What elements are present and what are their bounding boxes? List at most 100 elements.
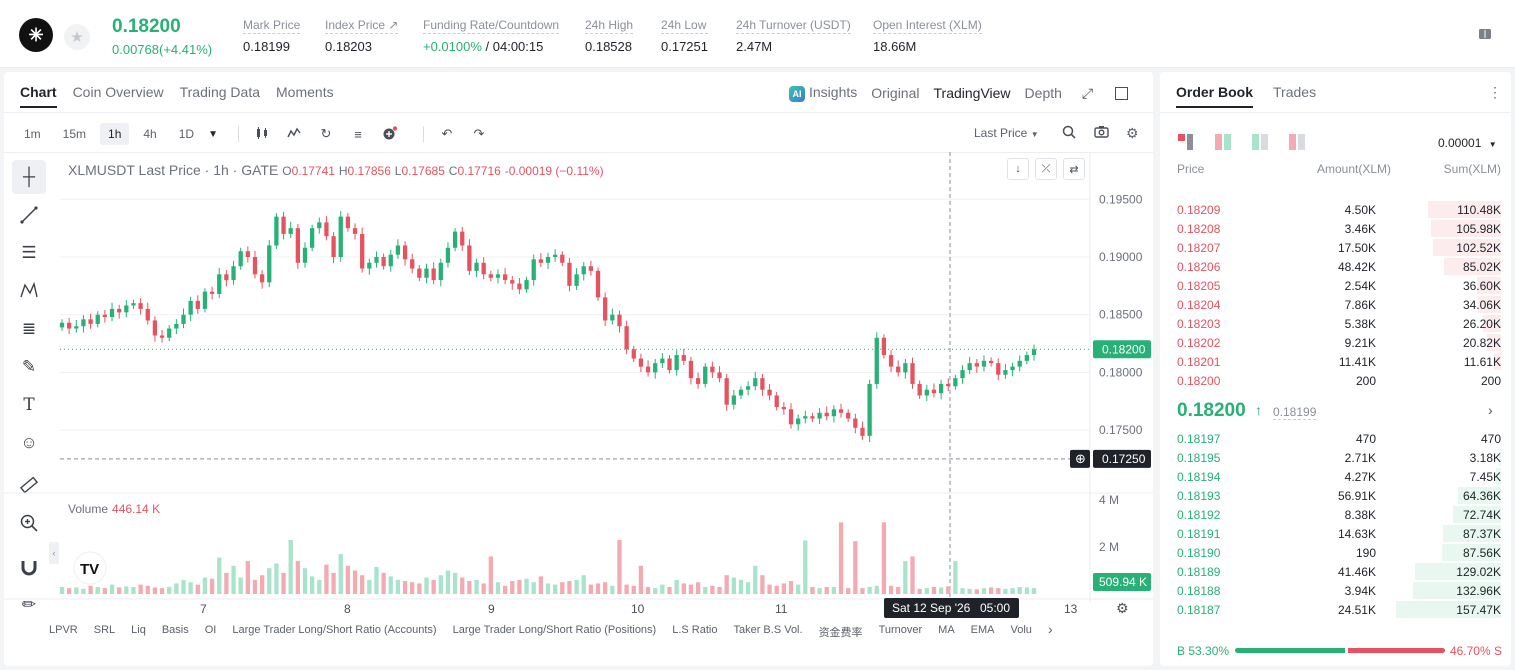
pattern-icon[interactable]	[12, 274, 46, 308]
arrow-down-icon[interactable]: ↓	[1007, 158, 1029, 180]
trend-line-icon[interactable]	[12, 198, 46, 232]
indicators-icon[interactable]	[283, 126, 305, 143]
collapse-toolbar-icon[interactable]: ‹	[49, 542, 59, 564]
indicator-toggle[interactable]: SRL	[93, 624, 116, 636]
ask-row[interactable]: 0.18205 2.54K 36.60K	[1160, 276, 1511, 295]
bid-row[interactable]: 0.18193 56.91K 64.36K	[1160, 486, 1511, 505]
bid-row[interactable]: 0.18197 470 470	[1160, 429, 1511, 448]
tab-order-book[interactable]: Order Book	[1176, 84, 1254, 108]
templates-icon[interactable]: ≡	[354, 126, 362, 142]
candle-body	[910, 363, 915, 384]
bid-row[interactable]: 0.18192 8.38K 72.74K	[1160, 505, 1511, 524]
volume-tick-label: 2 M	[1099, 540, 1119, 554]
favorite-star-icon[interactable]: ★	[64, 24, 90, 50]
bid-row[interactable]: 0.18191 14.63K 87.37K	[1160, 524, 1511, 543]
indicator-toggle[interactable]: MA	[938, 624, 955, 636]
bid-row[interactable]: 0.18189 41.46K 129.02K	[1160, 562, 1511, 581]
indicator-toggle[interactable]: OI	[204, 624, 217, 636]
tab-tradingview[interactable]: TradingView	[933, 85, 1011, 101]
timeframe-1h[interactable]: 1h	[100, 123, 130, 145]
timeframe-1m[interactable]: 1m	[24, 127, 41, 141]
layout-split-icon[interactable]	[1215, 134, 1232, 150]
tab-moments[interactable]: Moments	[276, 84, 334, 100]
fib-retracement-icon[interactable]: ≣	[21, 319, 37, 338]
indicator-toggle[interactable]: EMA	[970, 624, 995, 636]
stat-label[interactable]: Open Interest (XLM)	[873, 18, 982, 34]
precision-select[interactable]: 0.00001 ▼	[1438, 136, 1497, 150]
price-chart[interactable]: 0.19500 0.19000 0.18500 0.18000 0.17500 0.182…	[4, 152, 1153, 652]
brush-icon[interactable]: ✎	[21, 357, 37, 376]
collapse-icon[interactable]: ⤫	[1035, 158, 1057, 180]
layout-bids-icon[interactable]	[1252, 134, 1269, 150]
settings-gear-icon[interactable]: ⚙	[1126, 125, 1139, 141]
indicator-toggle[interactable]: 资金费率	[818, 627, 863, 639]
price-type-select[interactable]: Last Price ▼	[974, 126, 1039, 140]
stat-label[interactable]: Funding Rate/Countdown	[423, 18, 560, 34]
timeframe-4h[interactable]: 4h	[143, 127, 157, 141]
indicator-toggle[interactable]: Volu	[1010, 624, 1032, 636]
ask-row[interactable]: 0.18202 9.21K 20.82K	[1160, 333, 1511, 352]
indicator-toggle[interactable]: Turnover	[878, 624, 923, 636]
indicator-toggle[interactable]: Taker B.S Vol.	[733, 624, 803, 636]
bid-row[interactable]: 0.18187 24.51K 157.47K	[1160, 600, 1511, 619]
timeframe-1d[interactable]: 1D	[178, 127, 195, 141]
time-settings-icon[interactable]: ⚙	[1116, 600, 1129, 616]
bid-row[interactable]: 0.18195 2.71K 3.18K	[1160, 448, 1511, 467]
ask-row[interactable]: 0.18204 7.86K 34.06K	[1160, 295, 1511, 314]
bid-row[interactable]: 0.18190 190 87.56K	[1160, 543, 1511, 562]
indicator-toggle[interactable]: Liq	[131, 624, 146, 636]
ask-row[interactable]: 0.18207 17.50K 102.52K	[1160, 238, 1511, 257]
tab-original[interactable]: Original	[871, 85, 920, 101]
redo-icon[interactable]: ↷	[473, 126, 485, 141]
timeframe-15m[interactable]: 15m	[62, 127, 87, 141]
bid-row[interactable]: 0.18188 3.94K 132.96K	[1160, 581, 1511, 600]
ask-row[interactable]: 0.18206 48.42K 85.02K	[1160, 257, 1511, 276]
indicator-toggle[interactable]: Large Trader Long/Short Ratio (Accounts)	[232, 624, 437, 636]
undo-icon[interactable]: ↶	[441, 126, 453, 141]
stat-label[interactable]: Mark Price	[243, 18, 301, 34]
candle-body	[460, 231, 465, 246]
bid-row[interactable]: 0.18194 4.27K 7.45K	[1160, 467, 1511, 486]
ask-row[interactable]: 0.18200 200 200	[1160, 371, 1511, 390]
ask-row[interactable]: 0.18209 4.50K 110.48K	[1160, 200, 1511, 219]
tab-insights[interactable]: AI Insights	[789, 84, 857, 102]
indicator-toggle[interactable]: L.S Ratio	[672, 624, 718, 636]
swap-icon[interactable]: ⇄	[1063, 158, 1085, 180]
ask-row[interactable]: 0.18208 3.46K 105.98K	[1160, 219, 1511, 238]
indicator-toggle[interactable]: Large Trader Long/Short Ratio (Positions…	[452, 624, 657, 636]
text-tool-icon[interactable]: T	[23, 395, 35, 415]
ask-row[interactable]: 0.18201 11.41K 11.61K	[1160, 352, 1511, 371]
layout-both-icon[interactable]	[1178, 134, 1195, 150]
volume-bar	[488, 556, 493, 594]
layout-asks-icon[interactable]	[1289, 134, 1306, 150]
chevron-right-icon[interactable]: ›	[1047, 621, 1053, 637]
search-icon[interactable]	[1062, 125, 1076, 142]
tab-depth[interactable]: Depth	[1024, 85, 1062, 101]
emoji-icon[interactable]: ☺	[20, 433, 38, 452]
window-icon[interactable]	[1115, 86, 1129, 100]
pencil-lock-icon[interactable]: ✏	[21, 595, 37, 614]
horizontal-lines-icon[interactable]: ☰	[21, 243, 37, 262]
crosshair-icon[interactable]: ┼	[12, 160, 46, 194]
tab-trades[interactable]: Trades	[1273, 84, 1317, 100]
magnet-icon[interactable]	[12, 550, 46, 584]
tab-chart[interactable]: Chart	[20, 84, 57, 108]
replay-icon[interactable]: ↻	[320, 126, 332, 141]
camera-icon[interactable]	[1094, 125, 1109, 142]
chevron-right-icon[interactable]: ›	[1488, 402, 1493, 418]
candle-body	[567, 262, 572, 286]
stat-label[interactable]: Index Price ↗	[325, 18, 399, 34]
book-icon[interactable]	[1478, 27, 1496, 43]
indicator-toggle[interactable]: Basis	[161, 624, 189, 636]
tab-coin-overview[interactable]: Coin Overview	[72, 84, 164, 100]
timeframe-dropdown-icon[interactable]: ▼	[208, 128, 218, 140]
more-menu-icon[interactable]: ⋮	[1488, 84, 1502, 100]
indicator-toggle[interactable]: LPVR	[49, 624, 78, 636]
zoom-in-icon[interactable]	[12, 506, 46, 540]
candle-type-icon[interactable]	[251, 126, 273, 143]
expand-icon[interactable]: ⤢	[1081, 84, 1094, 101]
ruler-icon[interactable]	[12, 468, 46, 502]
tab-trading-data[interactable]: Trading Data	[179, 84, 261, 100]
ask-row[interactable]: 0.18203 5.38K 26.20K	[1160, 314, 1511, 333]
alert-icon[interactable]	[379, 125, 401, 143]
